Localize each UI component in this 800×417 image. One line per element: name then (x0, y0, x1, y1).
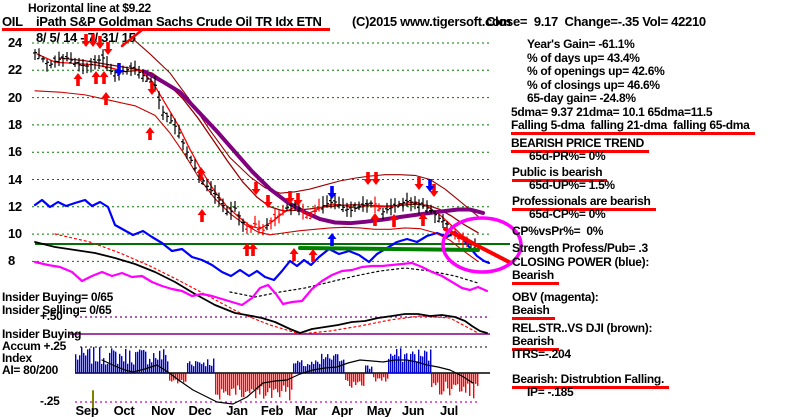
red-down-arrow-icon (363, 172, 373, 185)
red-down-arrow-icon (251, 182, 261, 195)
red-up-arrow-icon (370, 213, 380, 226)
month-label: Sep (75, 403, 99, 417)
red-down-arrow-icon (263, 195, 273, 208)
right-panel-line: Falling 5-dma falling 21-dma falling 65-… (511, 119, 755, 135)
price-axis-label: 8 (8, 253, 15, 269)
red-up-arrow-icon (242, 243, 252, 256)
month-label: Apr (331, 403, 353, 417)
accum-label: Accum +.25 (2, 339, 67, 353)
month-label: Dec (188, 403, 212, 417)
red-down-arrow-icon (429, 184, 439, 197)
price-axis-label: 16 (8, 144, 22, 160)
month-label: May (366, 403, 392, 417)
price-axis-label: 10 (8, 226, 22, 242)
month-label: Mar (294, 403, 318, 417)
price-axis-label: 14 (8, 171, 22, 187)
red-down-arrow-icon (103, 42, 113, 55)
red-up-arrow-icon (73, 73, 83, 86)
insider-buying-label: Insider Buying (2, 327, 82, 341)
red-down-arrow-icon (147, 82, 157, 95)
right-panel-line: Strength Profess/Pub= .3 (512, 241, 648, 255)
month-label: Feb (260, 403, 284, 417)
red-down-arrow-icon (81, 34, 91, 47)
right-panel-line: 65d-UP%= 1.5% (529, 178, 615, 192)
ticker-symbol: OIL (2, 14, 23, 29)
red-up-arrow-icon (248, 243, 258, 256)
red-up-arrow-icon (145, 127, 155, 140)
ai-tick-plus50: +.50 (40, 309, 63, 323)
right-panel-line: Public is bearish (512, 166, 608, 182)
chart-title: iPath S&P Goldman Sachs Crude Oil TR Idx… (36, 14, 322, 29)
red-down-arrow-icon (285, 191, 295, 204)
right-panel-line: 65-day gain= -24.8% (527, 91, 636, 105)
red-up-arrow-icon (289, 248, 299, 261)
title-underline (2, 28, 330, 31)
right-panel-line: % of closings up= 46.6% (527, 78, 660, 92)
chart-note: Horizontal line at $9.22 (28, 1, 151, 15)
red-up-arrow-icon (418, 213, 428, 226)
ai-tick-minus25: -.25 (40, 394, 60, 408)
red-down-arrow-icon (371, 172, 381, 185)
red-up-arrow-icon (196, 167, 206, 180)
right-panel-line: Bearish (512, 269, 559, 285)
index-label: Index (2, 351, 32, 365)
right-panel-line: REL.STR..VS DJI (brown): (512, 321, 653, 335)
right-panel-line: CLOSING POWER (blue): (512, 255, 650, 269)
red-up-arrow-icon (389, 214, 399, 227)
red-down-arrow-icon (293, 193, 303, 206)
right-panel-line: Bearish (512, 335, 559, 351)
right-panel-line: OBV (magenta): (512, 290, 599, 304)
right-panel-line: BEARISH PRICE TREND (511, 137, 649, 153)
red-down-arrow-icon (88, 34, 98, 47)
right-panel-line: 65d-PR%= 0% (529, 149, 606, 163)
right-panel-line: 5dma= 9.37 21dma= 10.1 65dma=11.5 (511, 105, 713, 119)
blue-down-arrow-icon (114, 63, 124, 76)
copyright: (C)2015 www.tigersoft.com (352, 14, 511, 29)
month-label: Jan (226, 403, 248, 417)
right-panel-line: ITRS=-.204 (512, 347, 571, 361)
price-axis-label: 24 (8, 35, 22, 50)
month-label: Jun (401, 403, 425, 417)
blue-up-arrow-icon (327, 233, 337, 246)
quote-line: Close= 9.17 Change=-.35 Vol= 42210 (486, 14, 706, 29)
red-up-arrow-icon (91, 71, 101, 84)
red-down-arrow-icon (414, 177, 424, 190)
price-axis-label: 18 (8, 116, 22, 132)
right-panel-line: 65d-CP%= 0% (529, 207, 606, 221)
red-down-arrow-icon (95, 36, 105, 49)
insider-buying-count: Insider Buying= 0/65 (2, 290, 114, 304)
blue-down-arrow-icon (425, 179, 435, 192)
right-panel-line: CP%vsPr%= 0% (512, 224, 604, 238)
right-panel-line: Bearish: Distrubtion Falling. (512, 373, 669, 389)
right-panel-line: IP= -.185 (527, 385, 574, 399)
right-panel-line: % of openings up= 42.6% (527, 64, 665, 78)
price-axis-label: 12 (8, 198, 22, 214)
red-up-arrow-icon (308, 249, 318, 262)
right-panel-line: Professionals are bearish (512, 195, 656, 211)
month-label: Jul (440, 403, 458, 417)
red-up-arrow-icon (99, 71, 109, 84)
insider-selling-count: Insider Selling= 0/65 (2, 303, 112, 317)
price-axis-label: 20 (8, 89, 22, 105)
ai-ratio-label: AI= 80/200 (2, 363, 59, 377)
right-panel-line: Beaish (512, 304, 555, 320)
month-label: Nov (151, 403, 175, 417)
blue-down-arrow-icon (327, 186, 337, 199)
right-panel-line: Year's Gain= -61.1% (527, 37, 635, 51)
red-up-arrow-icon (101, 92, 111, 105)
red-up-arrow-icon (197, 209, 207, 222)
right-panel-line: % of days up= 43.4% (527, 51, 640, 65)
price-axis-label: 22 (8, 62, 22, 78)
month-label: Oct (113, 403, 135, 417)
